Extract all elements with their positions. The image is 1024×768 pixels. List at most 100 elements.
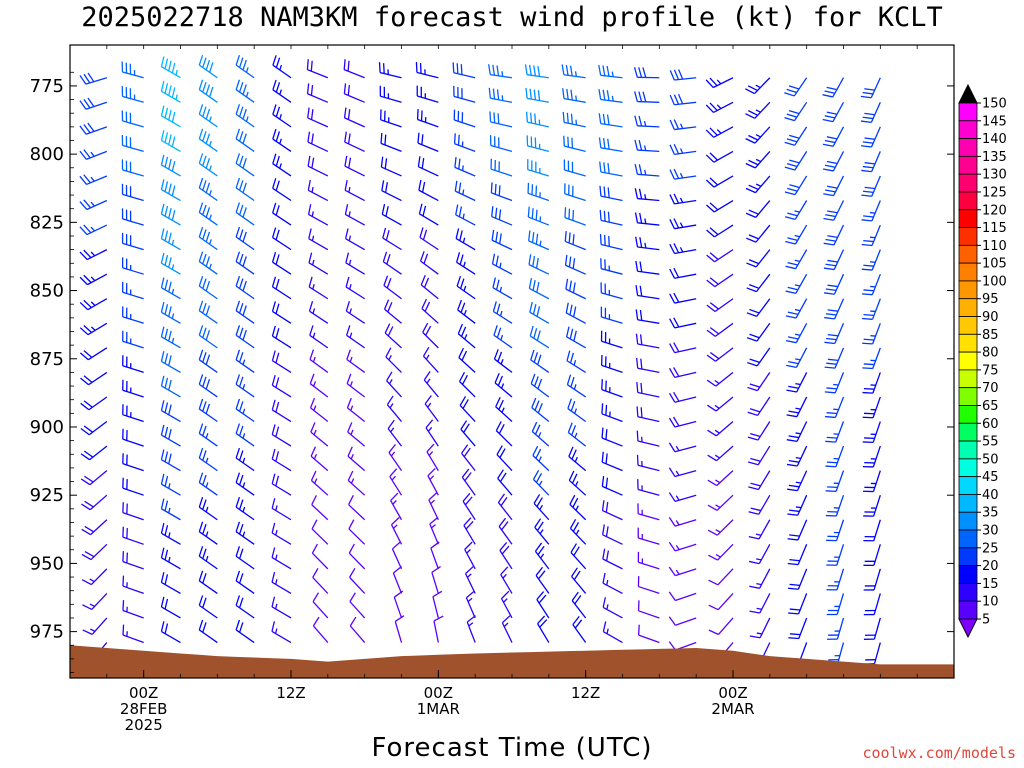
wind-barb [386,395,402,422]
wind-barb [565,302,586,324]
wind-barb [160,473,181,496]
wind-barb [669,193,697,205]
wind-barb [307,155,329,177]
wind-barb [453,85,476,103]
wind-barb [533,494,550,521]
wind-barb [235,79,255,103]
wind-barb [527,159,550,177]
wind-barb [526,135,549,153]
colorbar-tick-label: 20 [982,559,999,574]
wind-barb [707,519,734,536]
wind-barb [348,495,366,521]
wind-barb [602,621,623,644]
wind-barb [160,277,181,300]
wind-barb [347,446,366,472]
wind-barb [571,567,587,594]
wind-barb [79,72,108,85]
wind-barb [786,445,808,467]
wind-barb [392,565,403,594]
wind-barb [198,300,218,324]
wind-barb [499,542,513,570]
colorbar-tick-label: 90 [982,310,999,325]
wind-barb [308,228,329,251]
wind-barb [601,500,623,521]
wind-barb [198,423,218,447]
wind-barb [745,200,771,218]
wind-barb [198,472,218,496]
wind-barb [121,61,144,79]
wind-barb [160,179,181,202]
wind-barb [599,185,623,202]
colorbar-tick-label: 80 [982,346,999,361]
wind-barb [235,226,255,251]
colorbar-tick-label: 15 [982,577,999,592]
wind-barb [707,445,734,462]
wind-barb [528,278,550,300]
wind-barb [669,243,697,255]
wind-barb [787,494,808,516]
speed-colorbar: 5 10 15 20 25 30 35 40 45 50 55 60 65 70 75 80 85 90 95 100… [958,83,1007,639]
wind-barb [348,543,366,570]
wind-barb [747,421,771,441]
wind-barb [387,419,403,447]
wind-barb [381,180,402,202]
wind-barb [235,619,255,644]
wind-barb [785,298,808,319]
wind-barb [529,325,550,349]
wind-barb [235,546,255,570]
wind-barb [457,299,476,324]
wind-barb [500,590,513,619]
wind-barb [490,158,513,177]
wind-barb [706,371,734,387]
wind-barb [347,470,366,496]
wind-barb [235,325,255,349]
wind-barb [79,322,108,336]
wind-barb [668,416,697,428]
wind-barb [749,593,771,614]
wind-barb [570,543,587,570]
wind-barb [706,322,734,337]
wind-barb [81,494,108,511]
wind-barb [80,470,108,486]
wind-barb [160,228,181,251]
wind-barb [160,154,181,177]
wind-barb [198,79,218,103]
colorbar-swatch [958,227,978,246]
wind-barb [308,252,329,275]
colorbar-swatch [958,600,978,620]
wind-barb [307,204,329,226]
wind-barb [568,470,587,496]
wind-barb [634,91,660,103]
wind-barb [79,273,108,286]
wind-barb [534,542,550,570]
wind-barb [310,446,329,472]
wind-barb [862,323,881,345]
colorbar-tick-label: 65 [982,399,999,414]
wind-barb [637,624,660,644]
wind-barb [637,551,660,570]
wind-barb [637,503,660,521]
colorbar-tick-label: 5 [982,613,990,628]
wind-barb [861,224,881,247]
wind-barb [599,234,623,251]
wind-barb [79,149,108,160]
wind-barb [598,113,623,128]
wind-barb [745,150,771,169]
wind-barb [491,206,513,226]
wind-barb [160,498,181,521]
wind-barb [635,333,660,349]
wind-barb [271,301,292,324]
wind-barb [417,156,439,177]
wind-barb [122,477,144,496]
wind-barb [82,592,108,611]
wind-barb [382,227,402,251]
wind-barb [309,373,329,398]
wind-barb [707,421,734,437]
wind-barb [309,349,329,373]
wind-barb [346,397,366,423]
wind-barb [423,370,439,398]
colorbar-swatch [958,316,978,335]
wind-barb [528,230,550,251]
site-credit: coolwx.com/models [862,744,1016,762]
wind-barb [70,249,71,251]
